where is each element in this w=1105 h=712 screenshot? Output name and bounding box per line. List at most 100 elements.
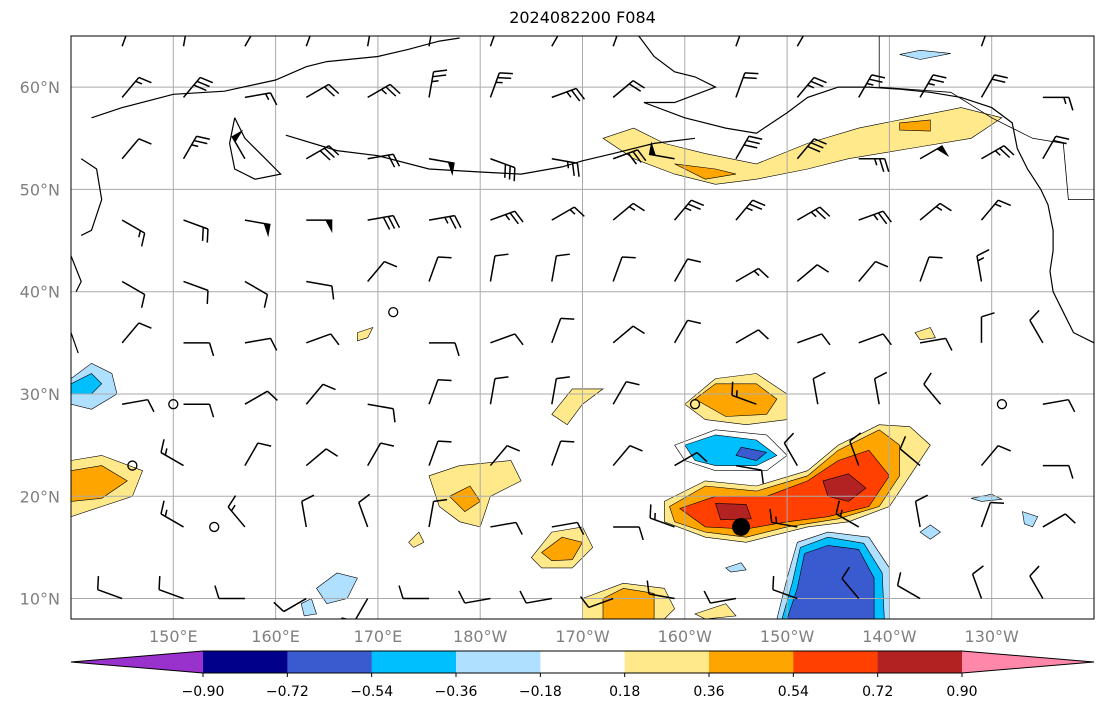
colorbar-tick-label: 0.54 [778, 684, 809, 700]
wind-barb [649, 504, 675, 528]
wind-barb [981, 145, 1015, 160]
colorbar-tick-label: −0.90 [182, 684, 225, 700]
wind-barb [1042, 464, 1074, 479]
lat-label: 30°N [20, 385, 60, 404]
wind-barb [305, 83, 340, 99]
wind-barbs [96, 36, 1076, 619]
wind-barb [96, 576, 123, 600]
wind-barb [182, 36, 187, 47]
wind-barb [735, 464, 764, 484]
lon-label: 160°E [251, 627, 300, 646]
colorbar-segment [203, 651, 288, 673]
wind-barb [648, 141, 675, 160]
wind-barb [673, 319, 701, 344]
coastline-0 [91, 37, 460, 119]
contour-18 [602, 587, 655, 619]
wind-barb [273, 597, 307, 613]
border-1 [879, 86, 1094, 201]
contour-37 [725, 562, 747, 573]
wind-barb [428, 256, 452, 282]
lat-label: 50°N [20, 180, 60, 199]
wind-barb [731, 381, 757, 405]
wind-barb [182, 135, 210, 160]
wind-barb [703, 590, 737, 604]
calm-circle [996, 399, 1008, 410]
wind-barb [673, 258, 701, 282]
wind-barb [519, 590, 552, 604]
wind-barb [214, 585, 245, 600]
contour-1 [674, 163, 737, 180]
wind-barb [613, 526, 644, 541]
coastline-2 [80, 158, 103, 236]
contour-5 [694, 383, 778, 417]
wind-barb [121, 280, 146, 308]
contour-26 [357, 326, 374, 342]
wind-barb [772, 576, 798, 600]
wind-barb [923, 372, 942, 405]
contour-12 [715, 503, 752, 521]
wind-barb [735, 135, 763, 160]
wind-barb [244, 92, 278, 106]
wind-barb [646, 580, 675, 600]
wind-barb [231, 129, 246, 160]
wind-barb [367, 442, 395, 466]
wind-barb [122, 398, 155, 413]
wind-barb [428, 440, 452, 466]
colorbar-tick-label: 0.36 [693, 684, 724, 700]
colorbar-tick-label: −0.36 [435, 684, 478, 700]
wind-barb [367, 83, 401, 99]
wind-barb [919, 202, 952, 221]
lat-label: 40°N [20, 283, 60, 302]
map-frame [70, 35, 1095, 620]
wind-barb [783, 432, 798, 466]
wind-barb [896, 572, 921, 600]
wind-barb [244, 337, 278, 351]
wind-barb [980, 501, 1004, 528]
wind-barb [490, 158, 516, 182]
wind-barb [858, 157, 890, 172]
wind-barb [769, 508, 798, 528]
colorbar-segment [624, 651, 710, 673]
wind-barb [160, 439, 184, 467]
colorbar-tick-label: −0.18 [519, 684, 562, 700]
wind-barb [551, 376, 570, 405]
contour-35 [971, 493, 1003, 502]
wind-barb [1042, 513, 1076, 528]
contour-21 [541, 536, 583, 562]
lon-label: 150°W [760, 627, 815, 646]
calm-circle [689, 399, 701, 410]
wind-barb [160, 500, 184, 528]
wind-barb [735, 199, 766, 221]
contour-33 [914, 327, 936, 341]
wind-barb [976, 249, 990, 282]
colorbar-extend-max [962, 651, 1094, 673]
colorbar: −0.90 −0.72 −0.54 −0.36 −0.18 0.18 0.36 0.54 0.7… [70, 650, 1095, 700]
lon-label: 140°W [862, 627, 917, 646]
wind-barb [919, 256, 943, 282]
wind-barb [158, 576, 184, 600]
wind-barb [305, 36, 311, 47]
wind-barb [428, 157, 455, 177]
wind-barb [835, 500, 860, 528]
wind-barb [1029, 565, 1044, 599]
wind-barb [551, 317, 575, 344]
coastline-1 [228, 117, 282, 180]
colorbar-segment [877, 651, 963, 673]
wind-barb [980, 312, 995, 343]
wind-barb [244, 219, 271, 238]
wind-barb [673, 199, 705, 221]
wind-barb [305, 448, 339, 467]
wind-barb [183, 280, 209, 304]
wind-barb [796, 138, 827, 160]
wind-barb [1042, 135, 1070, 160]
wind-barb [796, 36, 805, 47]
wind-barb [551, 253, 570, 282]
wind-barb [305, 383, 336, 405]
markers [127, 307, 1008, 536]
wind-barb [858, 333, 892, 346]
contour-3 [899, 49, 951, 60]
wind-barb [489, 376, 509, 405]
wind-barb [735, 329, 769, 344]
contour-30 [71, 373, 103, 395]
wind-barb [612, 380, 640, 405]
